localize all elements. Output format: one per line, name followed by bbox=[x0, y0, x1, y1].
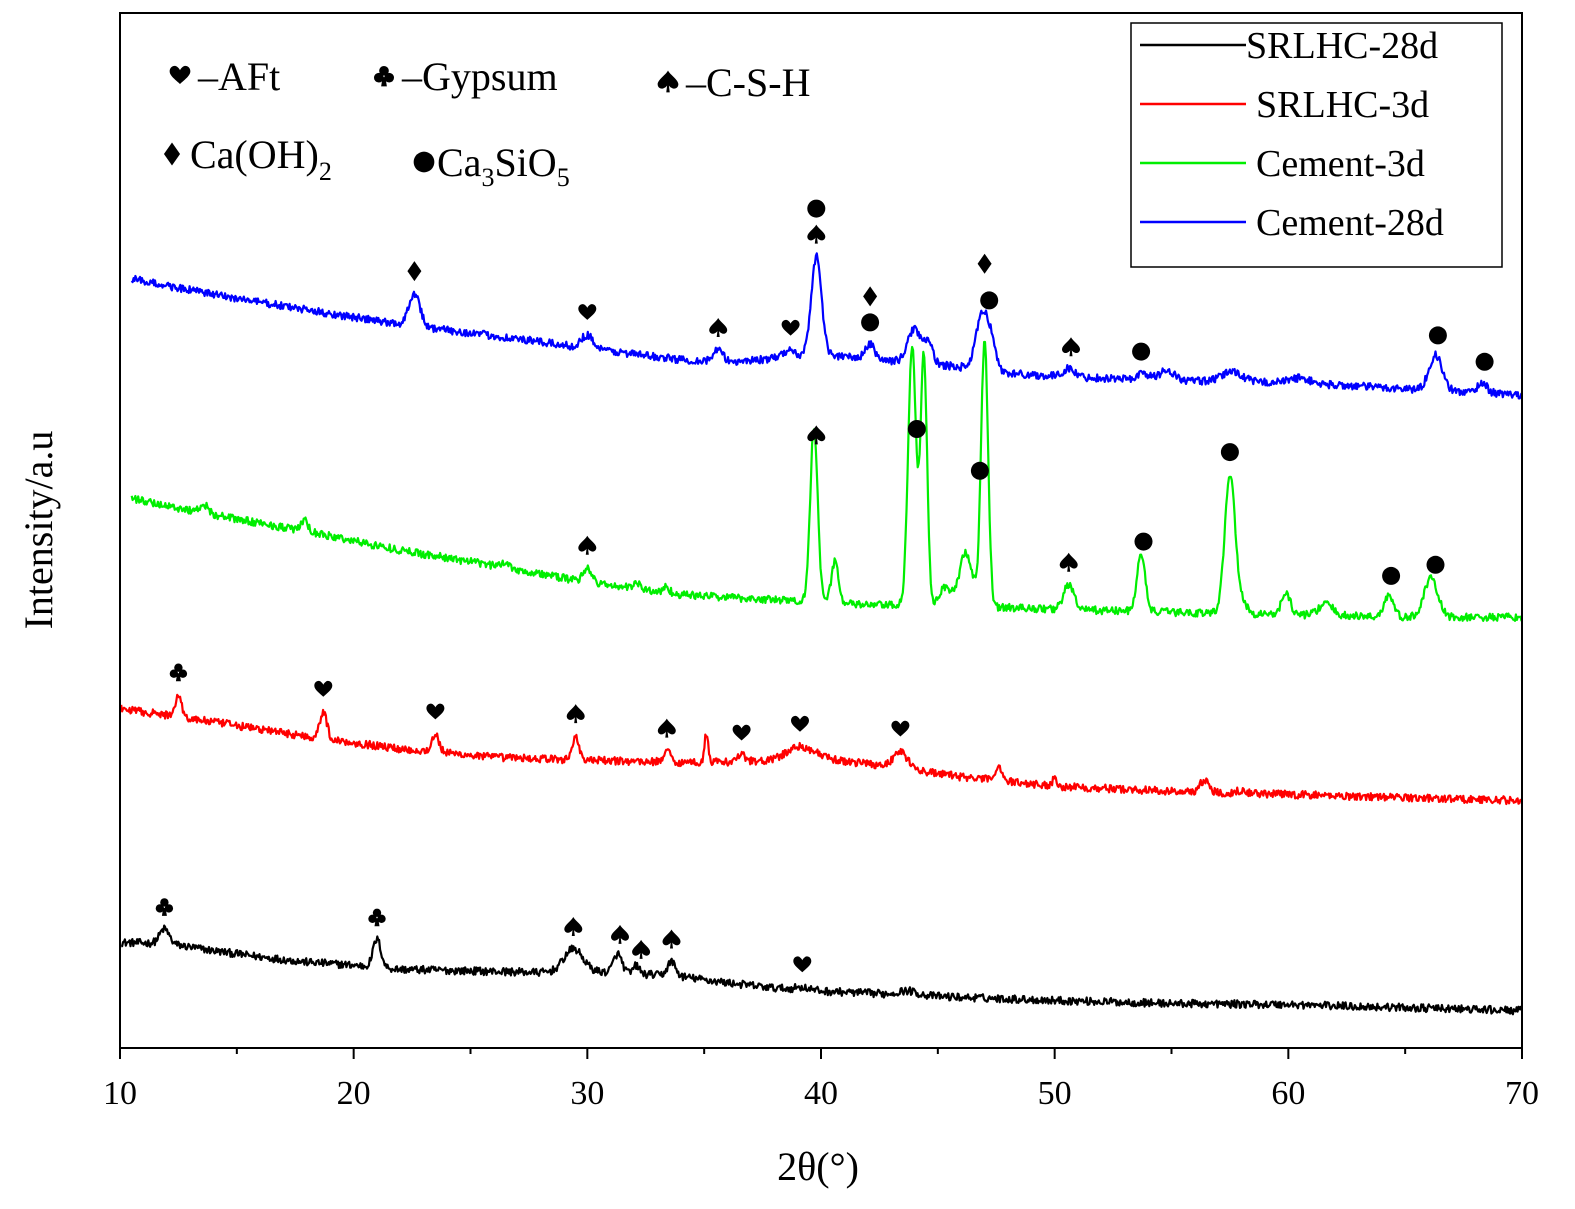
spade-icon bbox=[662, 929, 681, 949]
spade-icon bbox=[611, 924, 629, 944]
x-axis-label: 2θ(°) bbox=[777, 1144, 859, 1189]
phase-key-label: –AFt bbox=[197, 54, 280, 99]
series-line bbox=[120, 693, 1523, 806]
legend: SRLHC-28d SRLHC-3d Cement-3d Cement-28d bbox=[1130, 22, 1503, 268]
heart-icon bbox=[314, 680, 333, 697]
spade-icon bbox=[709, 318, 728, 337]
heart-icon bbox=[732, 724, 751, 741]
x-tick-label: 40 bbox=[804, 1075, 838, 1112]
heart-icon bbox=[793, 956, 812, 973]
circle-icon bbox=[1382, 566, 1401, 585]
circle-icon bbox=[861, 313, 880, 332]
club-icon bbox=[368, 908, 386, 927]
circle-icon bbox=[1475, 352, 1494, 371]
heart-icon bbox=[578, 304, 597, 320]
spade-icon bbox=[807, 425, 826, 445]
legend-item: SRLHC-3d bbox=[1140, 84, 1429, 126]
phase-key-label: –C-S-H bbox=[685, 60, 810, 105]
x-tick-label: 10 bbox=[103, 1075, 137, 1112]
circle-icon bbox=[413, 151, 435, 173]
circle-icon bbox=[1134, 532, 1153, 551]
circle-icon bbox=[970, 461, 989, 480]
heart-icon bbox=[891, 720, 910, 737]
spade-icon bbox=[1062, 337, 1080, 357]
phase-key-csh: –C-S-H bbox=[657, 60, 810, 105]
phase-key: –AFt –Gypsum –C-S-H Ca(OH)2 Ca3SiO5 bbox=[163, 54, 810, 192]
diamond-icon bbox=[863, 286, 878, 307]
phase-key-c3s: Ca3SiO5 bbox=[413, 140, 570, 192]
phase-key-caoh2: Ca(OH)2 bbox=[163, 132, 332, 186]
circle-icon bbox=[1132, 342, 1151, 361]
diamond-icon bbox=[407, 261, 422, 282]
phase-key-label: Ca3SiO5 bbox=[437, 140, 570, 192]
spade-icon bbox=[1059, 552, 1078, 572]
x-tick-label: 30 bbox=[570, 1075, 604, 1112]
spade-icon bbox=[566, 704, 585, 724]
x-tick-label: 70 bbox=[1505, 1075, 1539, 1112]
heart-icon bbox=[781, 319, 800, 336]
circle-icon bbox=[1426, 555, 1445, 574]
series-line bbox=[130, 252, 1523, 400]
phase-key-label: Ca(OH)2 bbox=[190, 132, 332, 186]
peak-marker-layer bbox=[155, 199, 1494, 973]
spade-icon bbox=[564, 917, 583, 936]
phase-key-afit: –AFt bbox=[169, 54, 280, 99]
x-axis-ticks: 10 20 30 40 50 60 70 bbox=[103, 1048, 1539, 1112]
x-tick-label: 20 bbox=[337, 1075, 371, 1112]
club-icon bbox=[373, 65, 395, 87]
circle-icon bbox=[807, 199, 826, 218]
legend-label: SRLHC-3d bbox=[1256, 84, 1429, 126]
series-line bbox=[121, 924, 1523, 1016]
phase-key-gypsum: –Gypsum bbox=[373, 54, 558, 99]
legend-label: Cement-3d bbox=[1256, 143, 1425, 185]
heart-icon bbox=[426, 703, 445, 720]
legend-box bbox=[1130, 22, 1503, 268]
y-axis-label: Intensity/a.u bbox=[16, 431, 61, 630]
x-tick-label: 60 bbox=[1271, 1075, 1305, 1112]
spade-icon bbox=[807, 224, 826, 244]
legend-label: SRLHC-28d bbox=[1246, 25, 1438, 67]
circle-icon bbox=[1428, 326, 1447, 345]
spade-icon bbox=[578, 535, 597, 555]
heart-icon bbox=[169, 65, 191, 85]
legend-item: Cement-28d bbox=[1140, 202, 1444, 244]
circle-icon bbox=[980, 291, 999, 310]
phase-key-label: –Gypsum bbox=[401, 54, 558, 99]
diamond-icon bbox=[163, 142, 181, 166]
spade-icon bbox=[657, 718, 676, 738]
series-line bbox=[130, 340, 1523, 622]
diamond-icon bbox=[977, 253, 992, 274]
spade-icon bbox=[657, 70, 679, 93]
circle-icon bbox=[1220, 443, 1239, 462]
heart-icon bbox=[791, 715, 809, 732]
spade-icon bbox=[632, 939, 651, 959]
x-tick-label: 50 bbox=[1038, 1075, 1072, 1112]
legend-item: SRLHC-28d bbox=[1140, 25, 1438, 67]
club-icon bbox=[169, 663, 188, 682]
legend-item: Cement-3d bbox=[1140, 143, 1425, 185]
series-layer bbox=[120, 252, 1523, 1016]
circle-icon bbox=[907, 420, 926, 438]
legend-label: Cement-28d bbox=[1256, 202, 1444, 244]
club-icon bbox=[155, 898, 174, 916]
